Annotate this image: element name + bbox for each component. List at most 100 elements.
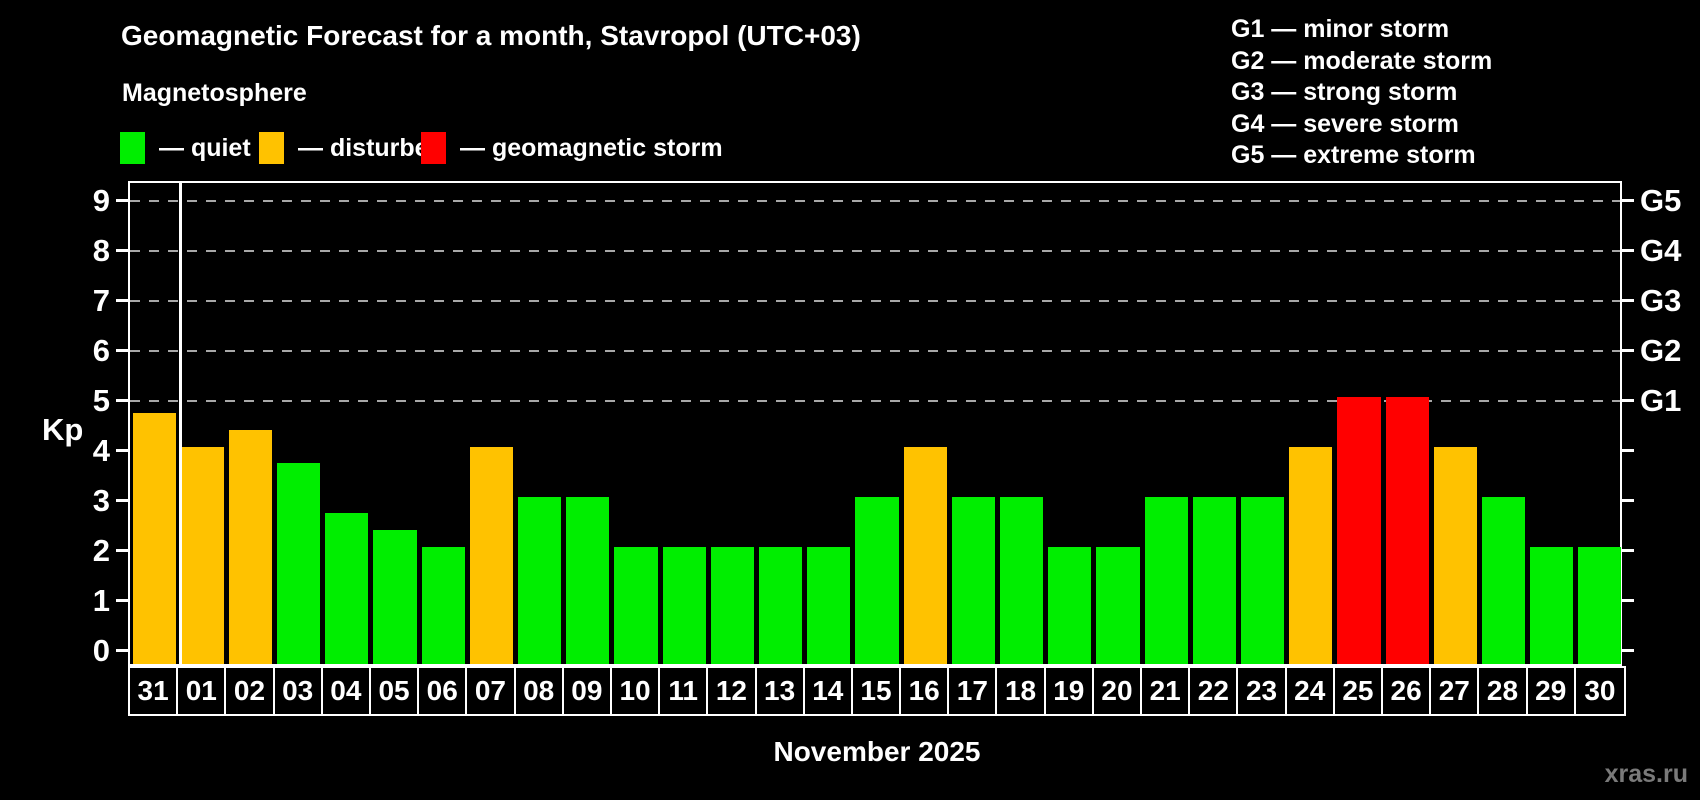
status-legend: — quiet — disturbed — geomagnetic storm (0, 131, 1700, 167)
day-label-25: 25 (1335, 668, 1384, 714)
day-label-15: 15 (853, 668, 902, 714)
bar-day-29 (1530, 546, 1574, 664)
day-label-29: 29 (1528, 668, 1576, 714)
gridline-kp-6 (130, 349, 1620, 352)
bar-day-07 (469, 446, 514, 664)
g-scale-legend-line-3: G3 — strong storm (1231, 78, 1458, 106)
gridline-kp-7 (130, 299, 1620, 302)
day-label-19: 19 (1046, 668, 1094, 714)
day-label-05: 05 (371, 668, 420, 714)
legend-swatch-storm-icon (421, 132, 446, 164)
g-scale-legend: G1 — minor storm G2 — moderate storm G3 — … (1231, 14, 1492, 172)
day-label-31: 31 (130, 668, 179, 714)
bar-day-09 (566, 496, 610, 664)
bar-day-10 (614, 546, 658, 664)
y-tick-label-5: 5 (92, 382, 110, 418)
bar-day-28 (1481, 496, 1526, 664)
legend-swatch-disturbed-icon (259, 132, 284, 164)
g-scale-legend-line-4: G4 — severe storm (1231, 109, 1459, 138)
bar-day-24 (1289, 446, 1333, 664)
bar-day-23 (1240, 496, 1285, 664)
day-label-21: 21 (1142, 668, 1191, 714)
bar-day-19 (1048, 546, 1092, 664)
day-label-14: 14 (805, 668, 853, 714)
bar-day-22 (1192, 496, 1236, 664)
bar-day-05 (373, 530, 417, 664)
y-tick-label-7: 7 (92, 282, 110, 318)
legend-label-disturbed: — disturbed (298, 133, 444, 162)
day-label-16: 16 (901, 668, 950, 714)
y-tick-left-0 (116, 649, 130, 652)
day-label-28: 28 (1479, 668, 1528, 714)
gridline-kp-5 (130, 399, 1620, 402)
y-tick-left-2 (116, 549, 130, 552)
y-axis-title: Kp (42, 412, 84, 447)
bar-day-26 (1385, 396, 1429, 664)
y-tick-right-8 (1620, 249, 1634, 252)
bar-day-12 (710, 546, 754, 664)
y-tick-right-1 (1620, 599, 1634, 602)
y-tick-right-5 (1620, 399, 1634, 402)
bar-day-11 (662, 546, 706, 664)
y-tick-right-6 (1620, 349, 1634, 352)
chart-subtitle: Magnetosphere (122, 79, 307, 107)
watermark: xras.ru (1604, 760, 1688, 788)
bar-day-17 (951, 496, 995, 664)
y-tick-label-0: 0 (92, 632, 110, 668)
day-label-07: 07 (467, 668, 516, 714)
legend-swatch-quiet-icon (120, 132, 145, 164)
bar-day-01 (180, 446, 224, 664)
day-label-22: 22 (1190, 668, 1239, 714)
y-tick-label-2: 2 (92, 532, 110, 568)
y-tick-label-6: 6 (92, 332, 110, 368)
bar-day-08 (518, 496, 562, 664)
g-axis-label-G4: G4 (1640, 232, 1682, 268)
y-tick-label-1: 1 (92, 582, 110, 618)
y-tick-left-8 (116, 249, 130, 252)
y-tick-label-4: 4 (92, 432, 110, 468)
bar-day-21 (1144, 496, 1188, 664)
day-label-10: 10 (612, 668, 661, 714)
day-label-27: 27 (1431, 668, 1480, 714)
g-axis-label-G1: G1 (1640, 382, 1682, 418)
bar-day-20 (1096, 546, 1140, 664)
day-label-02: 02 (226, 668, 275, 714)
x-axis-title: November 2025 (773, 736, 981, 767)
y-tick-label-8: 8 (92, 232, 110, 268)
y-tick-left-3 (116, 499, 130, 502)
bar-day-15 (855, 496, 899, 664)
y-tick-right-3 (1620, 499, 1634, 502)
y-tick-left-6 (116, 349, 130, 352)
chart-title: Geomagnetic Forecast for a month, Stavro… (121, 20, 861, 51)
legend-item-disturbed: — disturbed (259, 131, 444, 165)
gridline-kp-9 (130, 199, 1620, 202)
bar-day-04 (325, 513, 369, 664)
y-tick-left-5 (116, 399, 130, 402)
y-tick-left-1 (116, 599, 130, 602)
day-label-03: 03 (275, 668, 323, 714)
y-tick-left-9 (116, 199, 130, 202)
day-label-04: 04 (323, 668, 371, 714)
g-axis-label-G3: G3 (1640, 282, 1682, 318)
day-label-11: 11 (660, 668, 709, 714)
g-axis-label-G5: G5 (1640, 182, 1682, 218)
day-label-13: 13 (757, 668, 805, 714)
day-label-30: 30 (1584, 675, 1616, 706)
g-scale-legend-line-2: G2 — moderate storm (1231, 46, 1493, 75)
legend-item-quiet: — quiet (120, 131, 251, 165)
x-axis-day-labels: 31 01 02 03 04 05 06 07 08 09 10 11 12 13 14 15 16 17 18 19… (128, 666, 1626, 716)
g-scale-legend-line-1: G1 — minor storm (1231, 15, 1450, 43)
y-tick-label-3: 3 (92, 482, 110, 518)
bar-day-27 (1433, 446, 1477, 664)
bar-day-06 (421, 546, 465, 664)
bar-day-18 (999, 496, 1044, 664)
day-label-17: 17 (949, 668, 998, 714)
y-tick-label-9: 9 (92, 182, 110, 218)
bar-day-25 (1337, 396, 1381, 664)
bar-day-14 (807, 546, 851, 664)
day-label-01: 01 (178, 668, 227, 714)
y-tick-right-7 (1620, 299, 1634, 302)
day-label-09: 09 (564, 668, 612, 714)
day-label-20: 20 (1094, 668, 1143, 714)
g-scale-legend-line-5: G5 — extreme storm (1231, 141, 1476, 169)
